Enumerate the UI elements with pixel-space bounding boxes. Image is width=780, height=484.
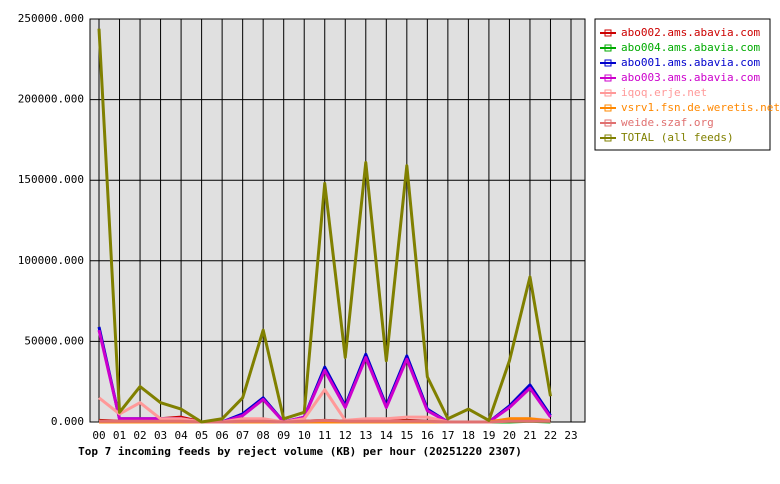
legend-label: iqoq.erje.net — [621, 86, 707, 99]
plot-area — [89, 18, 586, 423]
x-tick-label: 10 — [298, 429, 311, 442]
legend-marker — [604, 134, 612, 142]
x-tick-label: 12 — [339, 429, 352, 442]
x-tick-label: 01 — [113, 429, 126, 442]
legend-label: abo004.ams.abavia.com — [621, 41, 760, 54]
x-tick-label: 21 — [523, 429, 536, 442]
x-tick-label: 22 — [544, 429, 557, 442]
legend-label: vsrv1.fsn.de.weretis.net — [621, 101, 780, 114]
x-tick-label: 06 — [216, 429, 229, 442]
series-line — [99, 418, 551, 424]
x-tick-label: 23 — [564, 429, 577, 442]
x-tick-label: 00 — [92, 429, 105, 442]
x-tick-label: 04 — [174, 429, 188, 442]
legend-marker — [604, 119, 612, 127]
legend-marker — [604, 89, 612, 97]
y-tick-label: 100000.000 — [18, 254, 84, 267]
x-tick-label: 14 — [380, 429, 394, 442]
x-tick-label: 20 — [503, 429, 516, 442]
x-tick-label: 17 — [441, 429, 454, 442]
x-tick-label: 05 — [195, 429, 208, 442]
legend-marker — [604, 74, 612, 82]
x-tick-label: 18 — [462, 429, 475, 442]
x-tick-label: 16 — [421, 429, 434, 442]
legend-marker — [604, 59, 612, 67]
legend-marker — [604, 104, 612, 112]
legend-label: TOTAL (all feeds) — [621, 131, 734, 144]
legend-label: weide.szaf.org — [621, 116, 714, 129]
x-tick-label: 11 — [318, 429, 331, 442]
x-tick-label: 09 — [277, 429, 290, 442]
x-tick-label: 08 — [257, 429, 270, 442]
y-tick-label: 250000.000 — [18, 12, 84, 25]
x-tick-label: 03 — [154, 429, 167, 442]
x-tick-label: 07 — [236, 429, 249, 442]
y-tick-label: 150000.000 — [18, 173, 84, 186]
y-tick-label: 50000.000 — [24, 334, 84, 347]
x-tick-label: 02 — [133, 429, 146, 442]
x-tick-label: 15 — [400, 429, 413, 442]
legend-label: abo001.ams.abavia.com — [621, 56, 760, 69]
legend-box — [594, 18, 771, 151]
x-tick-label: 19 — [482, 429, 495, 442]
legend-marker — [604, 44, 612, 52]
chart-title: Top 7 incoming feeds by reject volume (K… — [78, 445, 522, 458]
series-line — [97, 28, 552, 424]
y-tick-label: 0.000 — [51, 415, 84, 428]
legend-label: abo002.ams.abavia.com — [621, 26, 760, 39]
legend-marker — [604, 29, 612, 37]
x-tick-label: 13 — [359, 429, 372, 442]
y-tick-label: 200000.000 — [18, 93, 84, 106]
legend-label: abo003.ams.abavia.com — [621, 71, 760, 84]
